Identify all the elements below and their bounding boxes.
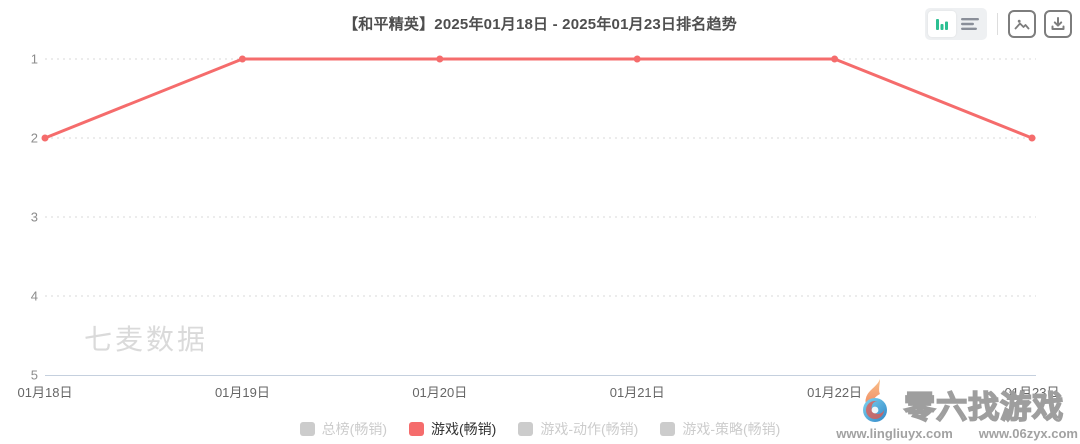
view-toggle-group (925, 8, 987, 40)
legend-label: 游戏(畅销) (431, 421, 497, 437)
x-tick-label: 01月20日 (412, 385, 467, 400)
chart-legend: 总榜(畅销) 游戏(畅销) 游戏-动作(畅销) 游戏-策略(畅销) (0, 419, 1080, 439)
x-tick-label: 01月19日 (215, 385, 270, 400)
site-url-1: www.lingliuyx.com (836, 426, 953, 441)
site-name: 零六找游戏 (903, 389, 1065, 426)
legend-item[interactable]: 总榜(畅销) (299, 419, 387, 439)
y-tick-label: 2 (31, 131, 38, 146)
list-view-button[interactable] (956, 11, 984, 37)
data-point[interactable] (436, 55, 444, 63)
site-url-2: www.06zyx.com (978, 426, 1078, 441)
y-tick-label: 4 (31, 289, 38, 304)
save-image-button[interactable] (1008, 10, 1036, 38)
list-icon (961, 18, 979, 30)
bar-chart-view-button[interactable] (928, 11, 956, 37)
site-watermark: 零六找游戏 www.lingliuyx.com www.06zyx.com (836, 377, 1078, 444)
y-tick-label: 1 (31, 52, 38, 67)
flame-swirl-icon (863, 379, 888, 422)
legend-label: 游戏-策略(畅销) (682, 421, 781, 437)
legend-label: 游戏-动作(畅销) (540, 421, 639, 437)
data-point[interactable] (633, 55, 641, 63)
y-tick-label: 3 (31, 210, 38, 225)
legend-item[interactable]: 游戏-策略(畅销) (660, 419, 780, 439)
legend-item[interactable]: 游戏(畅销) (409, 419, 496, 439)
legend-item[interactable]: 游戏-动作(畅销) (518, 419, 638, 439)
chart-title: 【和平精英】2025年01月18日 - 2025年01月23日排名趋势 (343, 16, 737, 33)
bar-chart-icon (936, 19, 948, 30)
trend-line (43, 57, 1034, 140)
data-point[interactable] (1028, 134, 1036, 142)
x-tick-label: 01月18日 (18, 385, 73, 400)
x-tick-label: 01月22日 (807, 385, 862, 400)
y-tick-label: 5 (31, 368, 38, 383)
site-urls: www.lingliuyx.com www.06zyx.com (836, 426, 1078, 444)
download-button[interactable] (1044, 10, 1072, 38)
legend-swatch (299, 422, 315, 436)
legend-swatch (409, 422, 424, 436)
x-tick-label: 01月21日 (610, 385, 665, 400)
qimai-watermark: 七麦数据 (84, 324, 209, 355)
image-icon (1014, 19, 1030, 30)
data-point[interactable] (238, 55, 246, 63)
x-tick-label: 01月23日 (1005, 385, 1060, 400)
data-point[interactable] (831, 55, 839, 63)
legend-swatch (518, 422, 534, 436)
chart-toolbar (925, 8, 1072, 40)
data-point[interactable] (41, 134, 49, 142)
download-icon (1051, 17, 1065, 30)
toolbar-divider (997, 13, 998, 35)
legend-swatch (660, 422, 676, 436)
legend-label: 总榜(畅销) (321, 421, 387, 437)
